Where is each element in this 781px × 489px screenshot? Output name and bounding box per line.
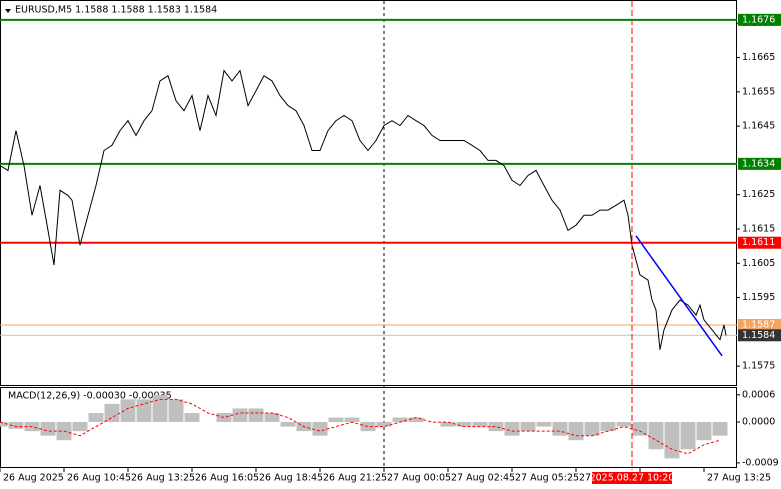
macd-bar	[600, 422, 616, 432]
macd-bar	[504, 422, 520, 436]
macd-frame	[0, 387, 737, 468]
macd-bar	[440, 422, 456, 427]
macd-bar	[488, 422, 504, 432]
y-tick-label: 1.1595	[742, 292, 775, 303]
x-tick-label: 26 Aug 21:25	[323, 473, 387, 484]
macd-bar	[696, 422, 712, 441]
macd-bar	[552, 422, 568, 436]
macd-bar	[376, 422, 392, 427]
x-tick-label: 26 Aug 2025	[3, 473, 64, 484]
macd-bar	[184, 412, 200, 423]
macd-bar	[168, 399, 184, 423]
macd-bar	[264, 412, 280, 423]
macd-bar	[616, 422, 632, 427]
macd-bar	[40, 422, 56, 436]
macd-bar	[392, 417, 408, 423]
macd-bar	[120, 399, 136, 423]
macd-bar	[584, 422, 600, 436]
macd-bar	[360, 422, 376, 432]
macd-bar	[520, 422, 536, 432]
x-tick-label: 27 Aug 05:25	[515, 473, 579, 484]
level-label-box	[738, 329, 781, 342]
y-tick-label: 0.0006	[742, 389, 775, 400]
x-tick-label: 27 Aug 00:05	[387, 473, 451, 484]
price-line	[0, 69, 727, 350]
level-label: 1.1634	[742, 158, 775, 169]
y-tick-label: 1.1625	[742, 189, 775, 200]
y-tick-label: 1.1665	[742, 52, 775, 63]
macd-bar	[72, 422, 88, 432]
macd-bar	[408, 417, 424, 423]
macd-bar	[232, 408, 248, 423]
macd-bar	[472, 422, 488, 427]
menu-icon	[5, 9, 11, 13]
level-label-box	[738, 236, 781, 249]
macd-bar	[152, 394, 168, 423]
macd-bar	[248, 408, 264, 423]
macd-bar	[536, 422, 552, 427]
y-tick-label: 1.1645	[742, 121, 775, 132]
macd-bar	[648, 422, 664, 450]
macd-title: MACD(12,26,9) -0.00030 -0.00035	[8, 391, 172, 402]
level-label: 1.1584	[742, 330, 775, 341]
level-label-box	[738, 319, 781, 331]
trend-line	[635, 235, 723, 357]
x-tick-label: 27 Aug 13:25	[707, 473, 771, 484]
macd-bar	[216, 412, 232, 423]
macd-bar	[568, 422, 584, 441]
level-label-box	[738, 13, 781, 26]
x-tick-label: 26 Aug 16:05	[195, 473, 259, 484]
signal-line	[0, 398, 721, 455]
macd-bar	[456, 422, 472, 427]
y-tick-label: 1.1655	[742, 86, 775, 97]
y-tick-label: 1.1615	[742, 224, 775, 235]
x-tick-label: 26 Aug 10:45	[67, 473, 131, 484]
level-label: 1.1587	[742, 320, 775, 331]
level-label: 1.1611	[742, 237, 775, 248]
macd-bar	[104, 403, 120, 423]
y-tick-label: 1.1605	[742, 258, 775, 269]
cursor-label: 2025.08.27 10:20	[590, 473, 675, 484]
macd-bar	[680, 422, 696, 450]
macd-bar	[312, 422, 328, 436]
y-tick-label: -0.0009	[742, 457, 779, 468]
macd-bar	[328, 417, 344, 423]
level-label-box	[738, 157, 781, 170]
macd-bar	[136, 399, 152, 423]
macd-bar	[280, 422, 296, 427]
cursor-label-box	[592, 472, 672, 484]
x-tick-label: 26 Aug 18:45	[259, 473, 323, 484]
macd-bar	[632, 422, 648, 436]
macd-bar	[8, 422, 24, 429]
y-tick-label: 1.1575	[742, 361, 775, 372]
macd-bar	[344, 417, 360, 423]
x-tick-label: 26 Aug 13:25	[131, 473, 195, 484]
x-tick-label: 27 Aug 02:45	[451, 473, 515, 484]
chart-title: EURUSD,M5 1.1588 1.1588 1.1583 1.1584	[15, 5, 217, 16]
macd-bar	[88, 412, 104, 423]
y-tick-label: 0.0000	[742, 417, 775, 428]
x-tick-label: 27	[579, 473, 591, 484]
macd-bar	[712, 422, 728, 436]
level-label: 1.1676	[742, 14, 775, 25]
macd-bar	[0, 422, 8, 427]
macd-bar	[664, 422, 680, 459]
price-frame	[0, 0, 737, 386]
